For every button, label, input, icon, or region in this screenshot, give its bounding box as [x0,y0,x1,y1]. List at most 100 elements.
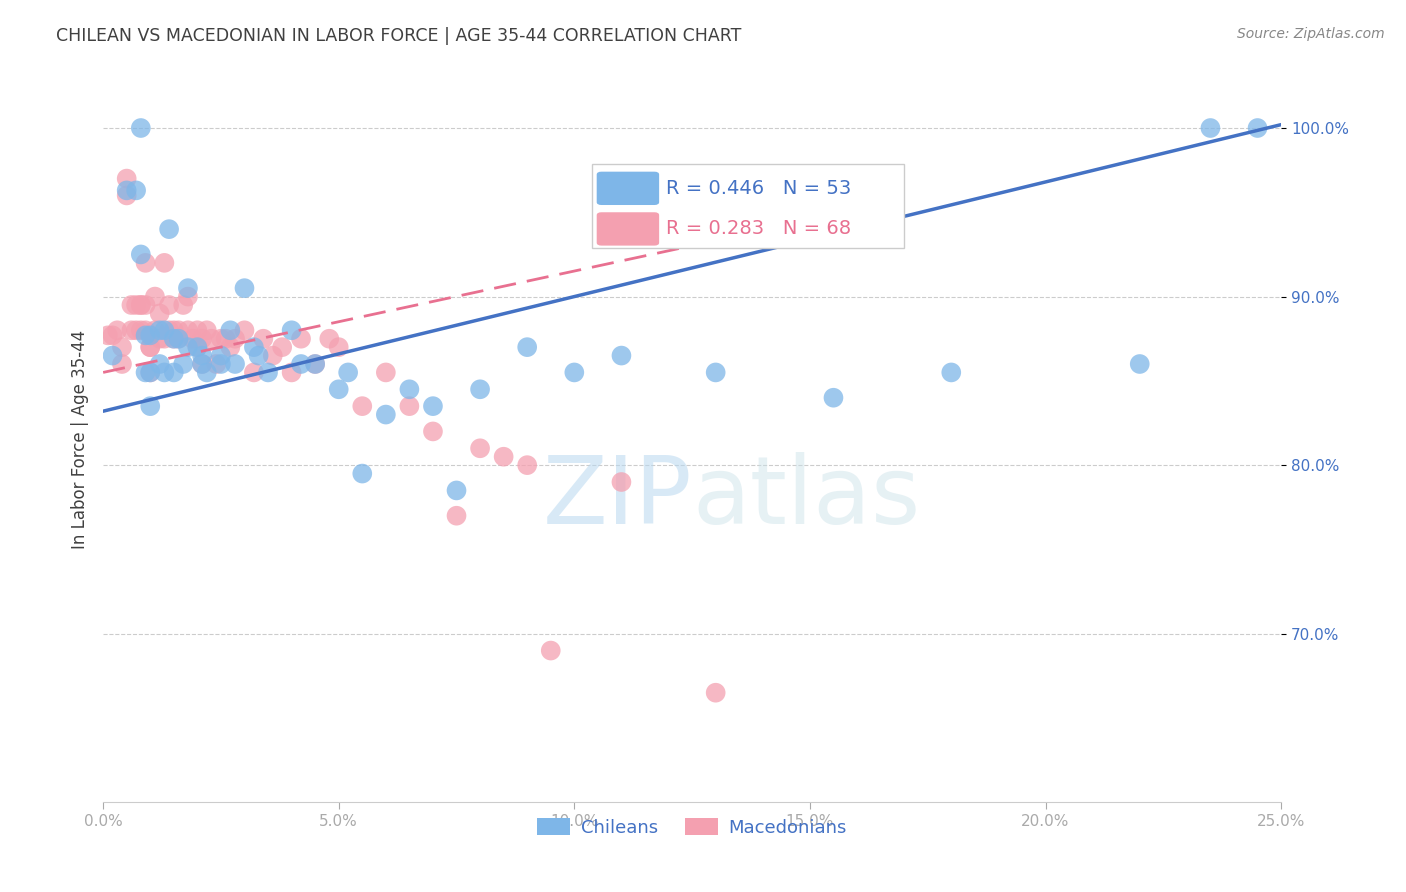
Point [209,357,232,371]
Point [139,366,162,380]
Point [446,508,468,523]
FancyBboxPatch shape [596,212,659,245]
Point [468,442,491,456]
Text: atlas: atlas [692,452,921,544]
Point [135,256,157,270]
Point [352,399,374,413]
Point [153,256,176,270]
Point [516,340,538,354]
Point [101,349,124,363]
Point [139,399,162,413]
Point [177,340,200,354]
Point [97,328,120,343]
Point [120,323,142,337]
Point [120,298,142,312]
Point [328,382,350,396]
Point [163,366,186,380]
Text: ZIP: ZIP [543,452,692,544]
Point [318,332,340,346]
Point [167,332,190,346]
Point [125,298,148,312]
Point [186,340,208,354]
Point [111,357,134,371]
Point [398,399,420,413]
Point [186,323,208,337]
Point [149,332,172,346]
Point [252,332,274,346]
Point [262,349,284,363]
Text: R = 0.283   N = 68: R = 0.283 N = 68 [666,219,851,238]
Point [186,340,208,354]
Text: CHILEAN VS MACEDONIAN IN LABOR FORCE | AGE 35-44 CORRELATION CHART: CHILEAN VS MACEDONIAN IN LABOR FORCE | A… [56,27,741,45]
Point [125,323,148,337]
Point [352,467,374,481]
Point [129,298,152,312]
Point [562,366,585,380]
Point [157,323,180,337]
Point [610,475,633,489]
Legend: Chileans, Macedonians: Chileans, Macedonians [530,811,853,844]
Point [823,391,845,405]
Point [149,306,172,320]
Point [191,357,214,371]
Point [214,332,236,346]
Point [337,366,360,380]
Point [610,349,633,363]
Point [153,323,176,337]
Point [290,332,312,346]
Point [167,323,190,337]
Point [233,323,256,337]
Point [177,281,200,295]
Point [271,340,294,354]
Point [129,323,152,337]
Point [143,289,166,303]
Point [247,349,270,363]
Point [191,357,214,371]
Point [153,332,176,346]
Point [243,340,266,354]
Point [540,643,562,657]
Point [129,298,152,312]
FancyBboxPatch shape [596,171,659,205]
Text: Source: ZipAtlas.com: Source: ZipAtlas.com [1237,27,1385,41]
Point [1129,357,1152,371]
Point [516,458,538,472]
Point [209,349,232,363]
Point [172,357,194,371]
Point [492,450,515,464]
Point [233,281,256,295]
Point [290,357,312,371]
Point [181,332,204,346]
Point [139,340,162,354]
Point [139,340,162,354]
Point [115,188,138,202]
Point [704,686,727,700]
Point [115,183,138,197]
Point [135,323,157,337]
Point [209,332,232,346]
Point [200,332,222,346]
Point [149,323,172,337]
Point [205,357,228,371]
Point [1246,121,1268,136]
Point [101,328,124,343]
Point [157,222,180,236]
Point [219,340,242,354]
Point [157,298,180,312]
Point [374,366,396,380]
Point [153,366,176,380]
Point [135,328,157,343]
Point [280,366,302,380]
Point [191,332,214,346]
Point [219,323,242,337]
Point [135,366,157,380]
Point [125,183,148,197]
Point [177,323,200,337]
Point [139,328,162,343]
Point [139,366,162,380]
Point [304,357,326,371]
Text: R = 0.446   N = 53: R = 0.446 N = 53 [666,178,852,198]
Point [243,366,266,380]
Point [468,382,491,396]
Y-axis label: In Labor Force | Age 35-44: In Labor Force | Age 35-44 [72,330,89,549]
